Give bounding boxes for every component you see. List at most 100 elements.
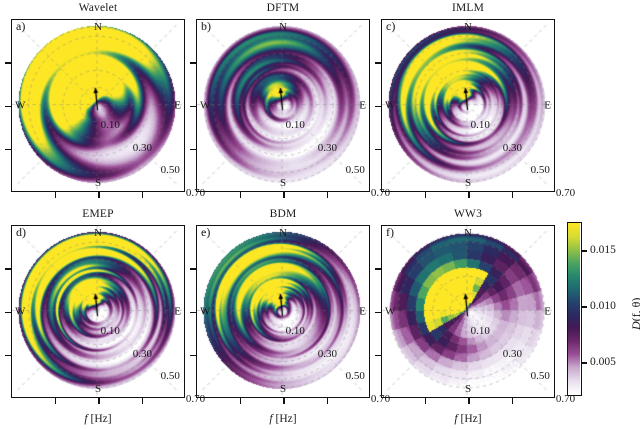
panel-title-d: EMEP — [82, 208, 114, 220]
panel-title-c: IMLM — [451, 2, 485, 14]
x-tick-a-0 — [54, 192, 57, 198]
compass-label-west-a: W — [15, 99, 26, 111]
y-tick-d-2 — [5, 354, 11, 357]
panel-letter-d: d) — [16, 225, 26, 239]
compass-label-east-c: E — [544, 99, 551, 111]
panel-plot-area-a — [11, 19, 185, 192]
y-tick-a-0 — [5, 62, 11, 64]
x-tick-c-1 — [468, 192, 470, 198]
y-tick-e-0 — [190, 268, 196, 270]
panel-f-ww3: WW3 f) N S W E 0.10 0.30 0.50 0.70 f [Hz] — [375, 208, 575, 425]
y-tick-b-2 — [190, 148, 196, 151]
polar-spectrum-canvas-f — [382, 226, 552, 395]
radial-tick-label-f-3: 0.70 — [555, 392, 576, 405]
compass-label-east-e: E — [359, 305, 366, 317]
x-tick-d-2 — [141, 398, 144, 404]
x-axis-unit-f: [Hz] — [460, 413, 482, 425]
radial-tick-label-b-3: 0.70 — [370, 186, 391, 199]
radial-tick-label-d-3: 0.70 — [185, 392, 206, 405]
compass-label-north-a: N — [94, 21, 102, 33]
x-axis-label-d: f [Hz] — [11, 413, 185, 425]
colorbar-tick-label-1: 0.010 — [590, 300, 616, 313]
x-tick-e-2 — [326, 398, 329, 404]
polar-spectrum-canvas-d — [12, 226, 182, 395]
polar-spectrum-canvas-c — [382, 20, 552, 189]
radial-tick-label-c-2: 0.50 — [530, 164, 550, 177]
panel-letter-c: c) — [386, 19, 396, 33]
panel-title-a: Wavelet — [78, 2, 118, 14]
panel-letter-e: e) — [201, 225, 211, 239]
panel-letter-f: f) — [386, 225, 394, 239]
polar-spectrum-canvas-b — [197, 20, 367, 189]
panel-plot-area-f — [381, 225, 555, 398]
colorbar-tick-label-2: 0.015 — [590, 244, 616, 257]
radial-tick-label-c-3: 0.70 — [555, 186, 576, 199]
compass-label-west-b: W — [200, 99, 211, 111]
panel-a-wavelet: Wavelet a) N S W E 0.10 0.30 0.50 0.70 — [5, 2, 205, 198]
y-tick-a-2 — [5, 148, 11, 151]
x-tick-e-0 — [239, 398, 242, 404]
radial-tick-label-a-0: 0.10 — [100, 119, 120, 132]
x-tick-d-1 — [98, 398, 100, 404]
radial-tick-label-b-0: 0.10 — [285, 119, 305, 132]
compass-label-west-c: W — [385, 99, 396, 111]
panel-plot-area-e — [196, 225, 370, 398]
colorbar-tick-label-0: 0.005 — [590, 356, 616, 369]
colorbar-label-symbol: D — [629, 321, 640, 330]
compass-label-north-e: N — [279, 227, 287, 239]
compass-label-west-f: W — [385, 305, 396, 317]
compass-label-north-c: N — [464, 21, 472, 33]
colorbar-axis-label: D(f, θ) — [629, 297, 640, 329]
y-tick-d-1 — [5, 311, 11, 314]
x-tick-c-2 — [511, 192, 514, 198]
x-tick-c-0 — [424, 192, 427, 198]
x-tick-f-1 — [468, 398, 470, 404]
polar-spectrum-canvas-e — [197, 226, 367, 395]
x-tick-f-2 — [511, 398, 514, 404]
radial-tick-label-c-0: 0.10 — [470, 119, 490, 132]
radial-tick-label-d-1: 0.30 — [132, 347, 153, 360]
y-tick-b-1 — [190, 105, 196, 108]
colorbar: 0.005 0.010 0.015 D(f, θ) — [567, 222, 640, 396]
compass-label-north-f: N — [464, 227, 472, 239]
panel-c-imlm: IMLM c) N S W E 0.10 0.30 0.50 0.70 — [375, 2, 575, 198]
x-axis-label-f: f [Hz] — [381, 413, 555, 425]
colorbar-tick-2 — [582, 250, 587, 252]
x-tick-b-1 — [283, 192, 285, 198]
compass-label-south-a: S — [94, 177, 102, 189]
x-tick-a-2 — [141, 192, 144, 198]
colorbar-frame — [567, 222, 582, 396]
radial-tick-label-f-0: 0.10 — [470, 325, 490, 338]
y-tick-e-1 — [190, 311, 196, 314]
radial-tick-label-b-1: 0.30 — [317, 141, 338, 154]
radial-tick-label-e-0: 0.10 — [285, 325, 305, 338]
x-tick-b-0 — [239, 192, 242, 198]
radial-tick-label-a-2: 0.50 — [160, 164, 180, 177]
y-tick-a-1 — [5, 105, 11, 108]
x-tick-b-2 — [326, 192, 329, 198]
panel-letter-a: a) — [16, 19, 26, 33]
compass-label-south-f: S — [464, 383, 472, 395]
y-tick-d-0 — [5, 268, 11, 270]
panel-title-b: DFTM — [266, 2, 300, 14]
compass-label-south-b: S — [279, 177, 287, 189]
panel-d-emep: EMEP d) N S W E 0.10 0.30 0.50 0.70 f [Hz] — [5, 208, 205, 425]
x-tick-e-1 — [283, 398, 285, 404]
polar-spectrum-canvas-a — [12, 20, 182, 189]
compass-label-east-f: E — [544, 305, 551, 317]
colorbar-tick-1 — [582, 306, 587, 308]
y-tick-f-0 — [375, 268, 381, 270]
x-axis-symbol-e: f — [269, 413, 273, 425]
panel-letter-b: b) — [201, 19, 211, 33]
panel-plot-area-d — [11, 225, 185, 398]
compass-label-west-d: W — [15, 305, 26, 317]
radial-tick-label-e-3: 0.70 — [370, 392, 391, 405]
colorbar-tick-0 — [582, 362, 587, 364]
x-tick-d-0 — [54, 398, 57, 404]
panel-plot-area-c — [381, 19, 555, 192]
x-axis-unit-d: [Hz] — [90, 413, 112, 425]
compass-label-east-d: E — [174, 305, 181, 317]
panel-title-e: BDM — [269, 208, 297, 220]
radial-tick-label-f-2: 0.50 — [530, 370, 550, 383]
